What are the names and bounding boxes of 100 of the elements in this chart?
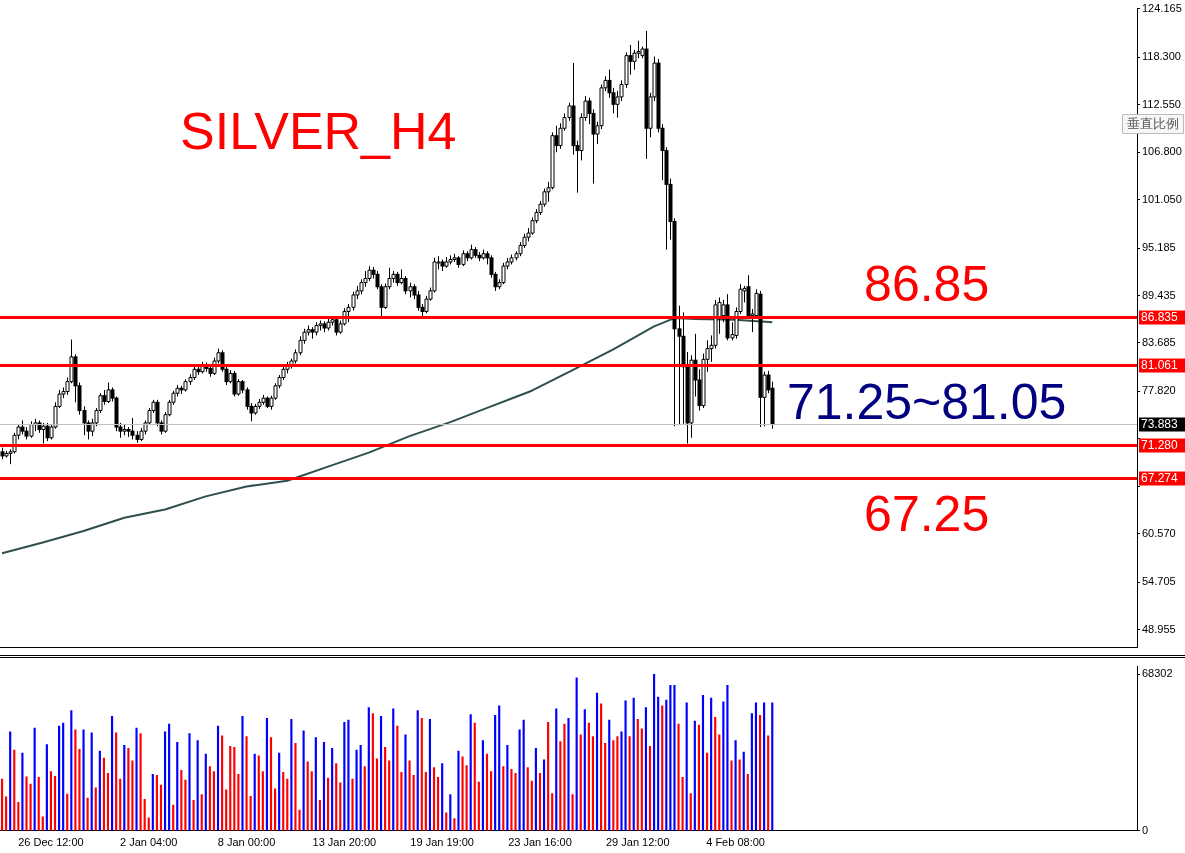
x-tick-label: 26 Dec 12:00 bbox=[18, 836, 84, 849]
bar bbox=[237, 773, 240, 831]
annotation: 67.25 bbox=[864, 485, 990, 542]
bar bbox=[416, 710, 419, 831]
bar bbox=[506, 745, 509, 831]
bar bbox=[408, 760, 411, 831]
bar bbox=[563, 723, 566, 831]
bar bbox=[375, 758, 379, 831]
bar bbox=[469, 714, 472, 831]
bar bbox=[331, 748, 334, 831]
bar bbox=[665, 699, 668, 831]
bar bbox=[441, 763, 444, 831]
bar bbox=[363, 766, 366, 831]
bar bbox=[9, 731, 12, 831]
bar bbox=[481, 740, 484, 831]
bar bbox=[290, 718, 293, 831]
bar bbox=[567, 718, 570, 831]
bar bbox=[485, 753, 489, 831]
bar bbox=[746, 773, 749, 831]
bar bbox=[278, 752, 281, 831]
bar bbox=[771, 702, 774, 831]
bar bbox=[371, 713, 374, 831]
bar bbox=[200, 794, 203, 831]
annotation: 71.25~81.05 bbox=[786, 373, 1067, 430]
bar bbox=[78, 748, 81, 831]
bar bbox=[534, 748, 537, 831]
bar bbox=[90, 732, 93, 831]
bar bbox=[314, 737, 317, 831]
bar bbox=[168, 723, 171, 831]
bar bbox=[17, 802, 20, 831]
y-tick-label: 83.685 bbox=[1142, 336, 1176, 349]
x-tick-label: 19 Jan 19:00 bbox=[410, 836, 474, 849]
bar bbox=[693, 720, 696, 831]
bar bbox=[742, 751, 745, 831]
bar bbox=[502, 766, 505, 831]
bar bbox=[738, 759, 741, 831]
ref-line-label: 67.274 bbox=[1141, 471, 1179, 486]
bar bbox=[587, 722, 590, 831]
y-tick-label: 77.820 bbox=[1142, 384, 1176, 397]
bar bbox=[127, 748, 130, 831]
y-tick-label: 95.185 bbox=[1142, 241, 1176, 254]
bar bbox=[661, 705, 664, 831]
bar bbox=[286, 778, 289, 831]
bar bbox=[233, 746, 236, 831]
annotation: 垂直比例 bbox=[1127, 116, 1179, 132]
bar bbox=[522, 719, 525, 831]
x-tick-label: 23 Jan 16:00 bbox=[508, 836, 572, 849]
bar bbox=[335, 763, 338, 831]
bar bbox=[542, 759, 546, 831]
ref-line-label: 81.061 bbox=[1141, 358, 1179, 373]
bar bbox=[13, 749, 16, 831]
y-tick-label: 0 bbox=[1142, 823, 1149, 836]
bar bbox=[143, 799, 146, 831]
ref-line-label: 73.883 bbox=[1141, 417, 1179, 432]
bar bbox=[457, 750, 460, 831]
bar bbox=[388, 760, 391, 831]
bar bbox=[514, 772, 517, 831]
bar bbox=[62, 722, 65, 831]
bar bbox=[180, 770, 183, 831]
text: SILVER_H4 bbox=[180, 102, 457, 161]
y-tick-label: 60.570 bbox=[1142, 526, 1176, 539]
bar bbox=[600, 703, 603, 831]
bar bbox=[135, 727, 138, 831]
bar bbox=[94, 787, 97, 831]
bar bbox=[70, 710, 73, 831]
annotation: 86.85 bbox=[864, 255, 990, 312]
bar bbox=[282, 772, 285, 831]
bar bbox=[726, 685, 729, 831]
bar bbox=[274, 788, 277, 831]
x-tick-label: 29 Jan 12:00 bbox=[605, 836, 670, 849]
bar bbox=[730, 760, 733, 831]
bar bbox=[734, 740, 737, 831]
bar bbox=[49, 771, 53, 831]
bar bbox=[351, 778, 354, 831]
bar bbox=[163, 731, 167, 831]
bar bbox=[392, 708, 395, 831]
bar bbox=[648, 745, 652, 831]
bar bbox=[628, 736, 631, 831]
bar bbox=[461, 756, 464, 831]
bar bbox=[632, 697, 635, 831]
bar bbox=[681, 776, 684, 831]
y-tick-label: 68302 bbox=[1142, 667, 1173, 680]
bar bbox=[689, 793, 692, 831]
bar bbox=[494, 715, 497, 831]
bar bbox=[653, 674, 656, 831]
bar bbox=[669, 685, 672, 831]
bar bbox=[424, 772, 427, 831]
bar bbox=[53, 775, 57, 831]
bar bbox=[510, 769, 513, 831]
bar bbox=[58, 725, 61, 831]
bar bbox=[196, 740, 199, 831]
bar bbox=[208, 766, 211, 831]
y-tick-label: 54.705 bbox=[1142, 575, 1176, 588]
bar bbox=[25, 776, 28, 831]
bar bbox=[624, 700, 627, 831]
bar bbox=[432, 767, 436, 831]
bar bbox=[449, 794, 452, 831]
y-tick-label: 118.300 bbox=[1142, 50, 1181, 63]
bar bbox=[555, 708, 558, 831]
bar bbox=[261, 771, 264, 831]
